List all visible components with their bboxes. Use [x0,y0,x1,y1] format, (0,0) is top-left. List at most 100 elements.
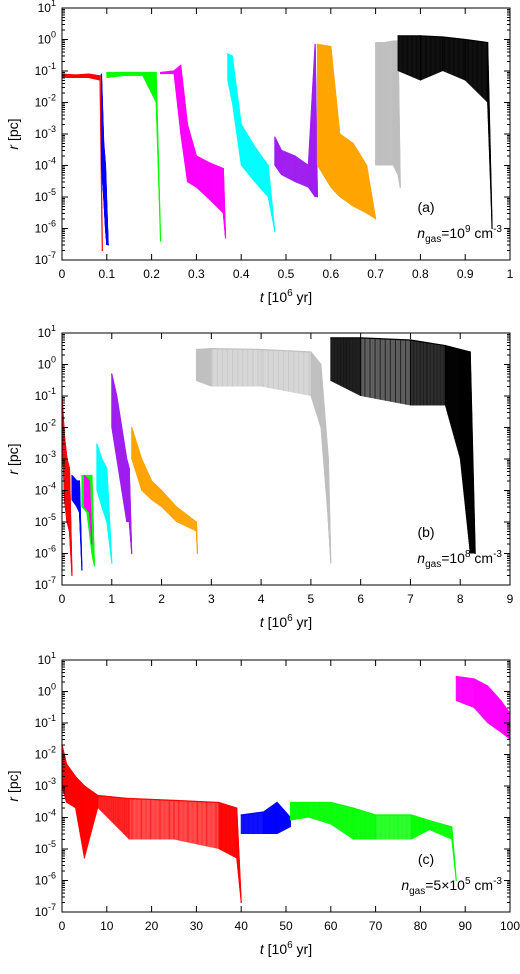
panel-label: (b) [417,524,434,540]
data-point [276,801,278,804]
data-point [474,552,476,555]
data-point [159,240,162,242]
data-point [124,71,126,74]
x-tick-label: 8 [457,592,464,606]
x-tick-label: 6 [357,592,364,606]
chart-panel-a: 0 0.1 0.2 0.3 0.4 0.5 0.6 0.7 0.8 0.9 1 10-7 10-6 10-… [5,0,514,305]
y-tick-label: 10-7 [35,902,56,919]
x-tick-label: 40 [235,919,249,933]
series-6-line [317,43,377,220]
x-tick-label: 70 [369,919,383,933]
data-point [316,196,318,198]
data-point [491,227,493,230]
data-point [128,467,130,470]
data-point [74,775,77,778]
plot-frame [61,659,511,913]
data-point [128,797,130,800]
data-point [409,339,412,341]
y-tick-label: 10-7 [35,250,56,267]
x-tick-label: 4 [258,592,265,606]
data-point [76,480,78,482]
data-point [330,337,332,339]
x-tick-label: 1 [507,267,514,281]
y-tick-label: 10-7 [35,575,56,592]
series-7 [375,40,401,189]
data-point [175,506,178,508]
x-tick-label: 0.6 [322,267,339,281]
series-1 [100,73,109,246]
series-5 [111,373,133,555]
data-point [65,763,68,765]
data-point [320,363,322,366]
data-point [101,458,103,460]
series-8-line [398,35,493,229]
data-point [68,467,71,470]
x-tick-label: 90 [459,919,473,933]
y-tick-label: 10-6 [35,219,56,236]
y-tick-label: 10-2 [35,418,56,435]
data-point [455,675,457,678]
series-0 [61,395,73,577]
data-point [71,574,73,577]
data-point [327,458,329,460]
data-point [274,136,276,138]
x-tick-label: 0 [59,919,66,933]
data-point [263,811,265,813]
data-point [88,73,90,75]
series-6 [316,43,377,220]
data-point [111,562,113,564]
data-point [469,351,471,353]
data-point [352,807,354,809]
data-point [173,799,175,801]
data-point [500,700,502,702]
density-annotation: ngas=109 cm-3 [417,224,502,245]
panel-label: (a) [417,199,434,215]
data-point [126,458,128,460]
series-0-line [61,73,103,251]
series-0 [61,73,103,252]
data-point [419,35,421,37]
data-point [81,569,83,571]
x-tick-label: 0.4 [233,267,250,281]
data-point [280,149,283,152]
data-point [227,53,229,55]
data-point [314,43,316,45]
data-point [330,562,332,564]
data-point [307,164,309,167]
x-tick-label: 0 [59,267,66,281]
data-point [186,123,189,126]
data-point [151,480,153,482]
data-point [141,458,143,460]
data-point [99,75,101,77]
data-point [375,814,377,816]
series-5-line [274,44,318,198]
data-point [455,879,457,882]
x-axis-label: t [106 yr] [260,288,312,305]
series-5-line [111,373,133,554]
data-point [316,43,318,45]
data-point [236,807,238,809]
data-point [195,521,197,523]
data-point [224,237,227,239]
data-point [97,794,99,797]
y-tick-label: 10-5 [35,839,56,856]
y-tick-label: 101 [38,325,56,340]
series-4 [96,443,113,564]
data-point [107,244,109,246]
chart-panel-b: 0 1 2 3 4 5 6 7 8 9 10-7 10-6 10-5 10-4 10-3 10-2 10-1 10… [5,325,514,630]
x-tick-label: 0.9 [457,267,474,281]
data-point [392,40,395,42]
data-point [195,155,197,157]
y-axis-label: r [pc] [5,118,21,149]
y-tick-label: 101 [38,0,56,15]
data-point [397,35,399,37]
y-axis-label: r [pc] [5,443,21,474]
x-tick-label: 0.3 [188,267,205,281]
data-point [78,480,81,482]
data-point [399,186,401,189]
data-point [383,41,386,44]
x-tick-label: 30 [190,919,204,933]
chart-panel-c: 0 10 20 30 40 50 60 70 80 90 100 10-7 10-6 10-5 10-4 10… [5,652,520,957]
x-tick-label: 0 [59,592,66,606]
data-point [442,36,444,38]
